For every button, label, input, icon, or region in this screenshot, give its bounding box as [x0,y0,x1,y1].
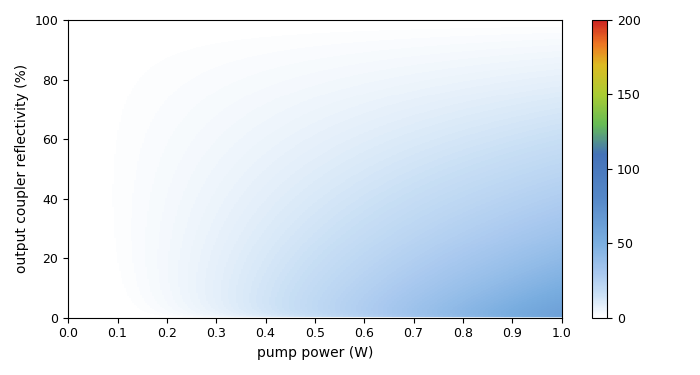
X-axis label: pump power (W): pump power (W) [257,346,373,360]
Y-axis label: output coupler reflectivity (%): output coupler reflectivity (%) [15,64,29,273]
